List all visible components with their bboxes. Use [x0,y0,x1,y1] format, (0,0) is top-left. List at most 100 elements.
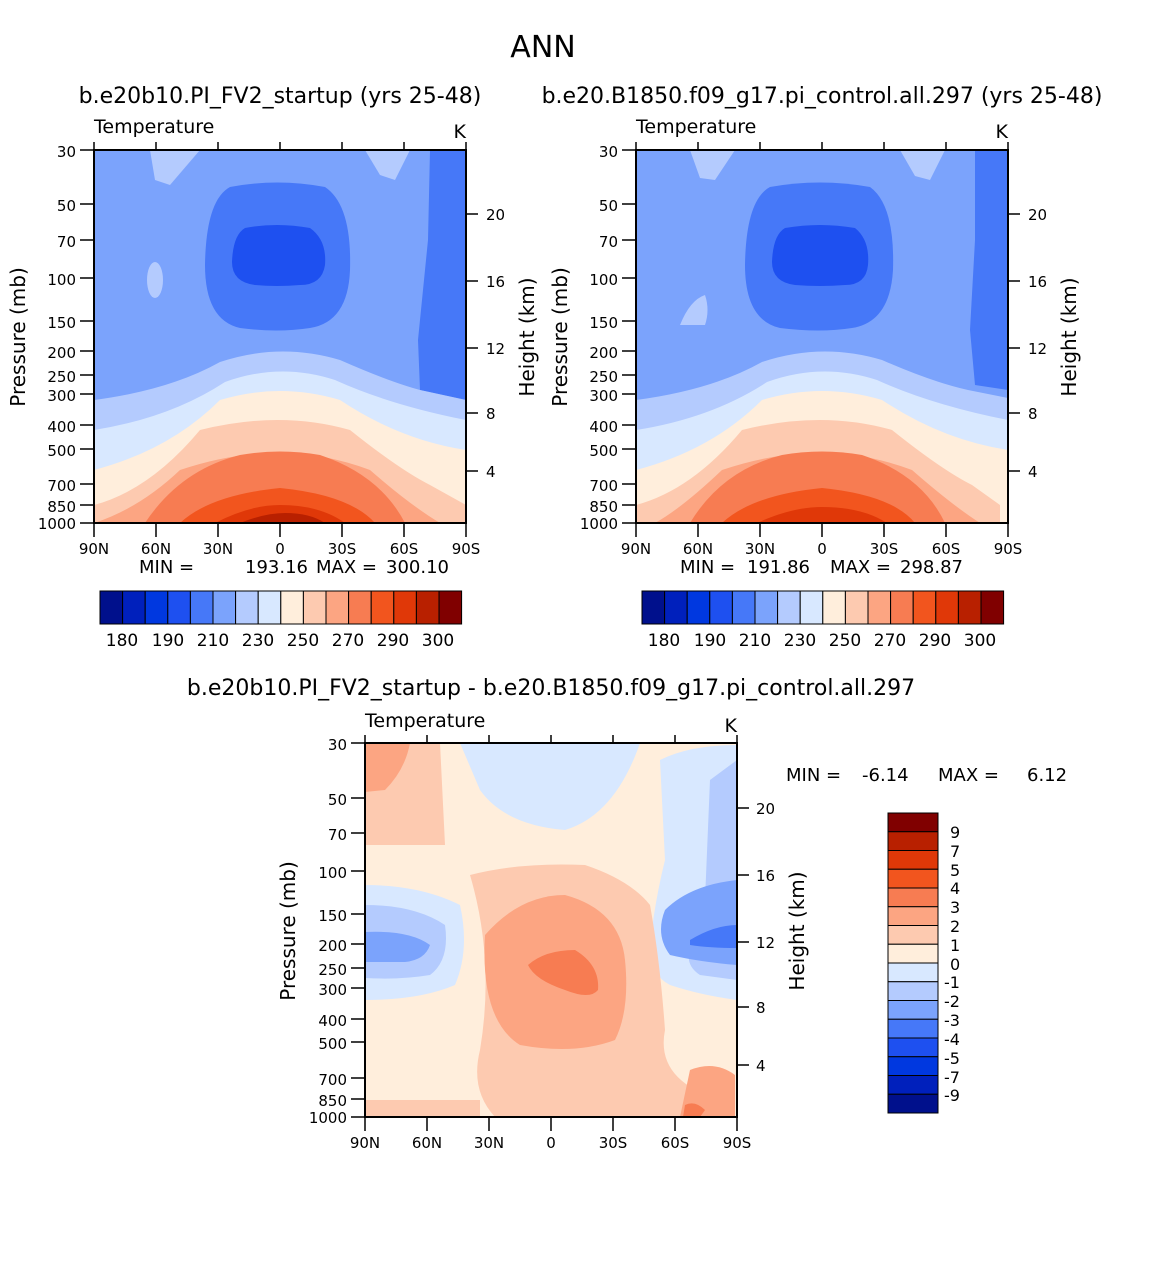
panel-1-y2-axis-title: Height (km) [515,277,539,396]
contour-band-1-to-2-surface [365,1100,480,1117]
colorbar-swatch [887,887,939,908]
panel-1-colorbar [99,590,463,625]
contour-band-230-nh-blob [147,262,163,298]
y-tick-label: 500 [318,1035,347,1053]
colorbar-swatch [844,590,869,625]
panel-3-colorbar-labels: 9 7 5 4 3 2 1 0 -1 -2 -3 -4 -5 -7 -9 [944,823,960,1105]
colorbar-swatch [167,590,191,625]
colorbar-label: 2 [950,917,960,936]
colorbar-swatch [822,590,846,625]
contour-band-190-cold-core [232,225,326,286]
y-tick-label: 100 [47,271,76,289]
colorbar-label: 300 [964,631,996,651]
colorbar-swatch [912,590,937,625]
panel-2-colorbar-labels: 180 190 210 230 250 270 290 300 [648,631,996,651]
y-tick-label: 700 [589,477,618,495]
x-tick-label: 90S [723,1134,752,1152]
y2-tick-label: 8 [756,999,766,1017]
colorbar-label: 3 [950,898,960,917]
colorbar-swatch [887,831,939,851]
panel-3-y2-ticks: 20 16 12 8 4 [756,800,775,1075]
x-tick-label: 90N [621,540,651,558]
y-tick-label: 1000 [580,515,618,533]
colorbar-label: 300 [422,631,454,651]
x-tick-label: 90S [452,540,481,558]
colorbar-swatch [348,590,372,625]
panel-2-title: b.e20.B1850.f09_g17.pi_control.all.297 (… [542,84,1103,109]
panel-2-y2-axis-title: Height (km) [1057,277,1081,396]
panel-model-2: b.e20.B1850.f09_g17.pi_control.all.297 (… [542,84,1103,651]
colorbar-label: 7 [950,842,960,861]
contour-band-210-south-pole [970,150,1008,390]
panel-2-min-label: MIN = [680,557,735,578]
colorbar-swatch [887,962,939,983]
colorbar-swatch [235,590,259,625]
colorbar-label: 250 [287,631,319,651]
colorbar-swatch [144,590,169,625]
colorbar-swatch [887,1037,939,1058]
panel-2-max-label: MAX = [830,557,891,578]
panel-1-min-label: MIN = [139,557,194,578]
x-tick-label: 0 [546,1134,556,1152]
panel-1-max-label: MAX = [316,557,377,578]
panel-1-min-value: 193.16 [245,557,308,578]
panel-3-max-label: MAX = [938,765,999,786]
contour-band-230-nh-blob [680,295,708,325]
colorbar-label: 9 [950,823,960,842]
y2-tick-label: 16 [486,273,505,291]
panel-2-variable-label: Temperature [635,116,756,138]
y-tick-label: 300 [318,981,347,999]
y2-tick-label: 4 [756,1057,766,1075]
y-tick-label: 150 [318,907,347,925]
y-tick-label: 150 [47,314,76,332]
contour-band-230-upper-sh [365,150,410,180]
y2-tick-label: 16 [756,867,775,885]
y-tick-label: 50 [328,791,347,809]
panel-2-tick-marks [622,142,1020,537]
y-tick-label: 500 [589,442,618,460]
colorbar-swatch [754,590,779,625]
colorbar-swatch [887,1018,939,1039]
colorbar-swatch [709,590,733,625]
y-tick-label: 200 [589,344,618,362]
panel-3-units-label: K [725,715,738,737]
panel-3-colorbar [887,812,939,1114]
panel-3-min-value: -6.14 [862,765,909,786]
panel-difference: b.e20b10.PI_FV2_startup - b.e20.B1850.f0… [187,676,1067,1152]
panel-3-contour-field [365,743,737,1117]
panel-3-title: b.e20b10.PI_FV2_startup - b.e20.B1850.f0… [187,676,915,701]
y-tick-label: 1000 [309,1109,347,1127]
y2-tick-label: 12 [486,340,505,358]
colorbar-swatch [890,590,914,625]
x-tick-label: 60N [683,540,713,558]
y-tick-label: 300 [47,387,76,405]
x-tick-label: 60S [661,1134,690,1152]
colorbar-swatch [257,590,282,625]
contour-band-2-to-3-nw [365,743,410,792]
contour-band-230-upper-nh [690,150,735,180]
panel-1-colorbar-labels: 180 190 210 230 250 270 290 300 [106,631,454,651]
y-tick-label: 50 [599,197,618,215]
x-tick-label: 0 [817,540,827,558]
panel-1-variable-label: Temperature [93,116,214,138]
contour-band-210-south-pole [418,150,466,400]
contour-band-230-upper-nh [150,150,200,185]
panel-2-colorbar [641,590,1005,625]
colorbar-label: 190 [152,631,184,651]
y2-tick-label: 4 [1028,463,1038,481]
panel-1-max-value: 300.10 [386,557,449,578]
y-tick-label: 200 [47,344,76,362]
y-tick-label: 850 [318,1092,347,1110]
x-tick-label: 60N [412,1134,442,1152]
colorbar-swatch [887,1000,939,1020]
contour-band-300 [240,513,325,523]
y-tick-label: 150 [589,314,618,332]
panel-1-y-ticks: 30 50 70 100 150 200 250 300 400 500 700… [38,143,76,533]
colorbar-label: -5 [944,1049,960,1068]
y2-tick-label: 8 [486,405,496,423]
y-tick-label: 1000 [38,515,76,533]
contour-band-minus4-to-minus3-sh [690,925,737,948]
y-tick-label: 700 [318,1071,347,1089]
colorbar-swatch [280,590,304,625]
